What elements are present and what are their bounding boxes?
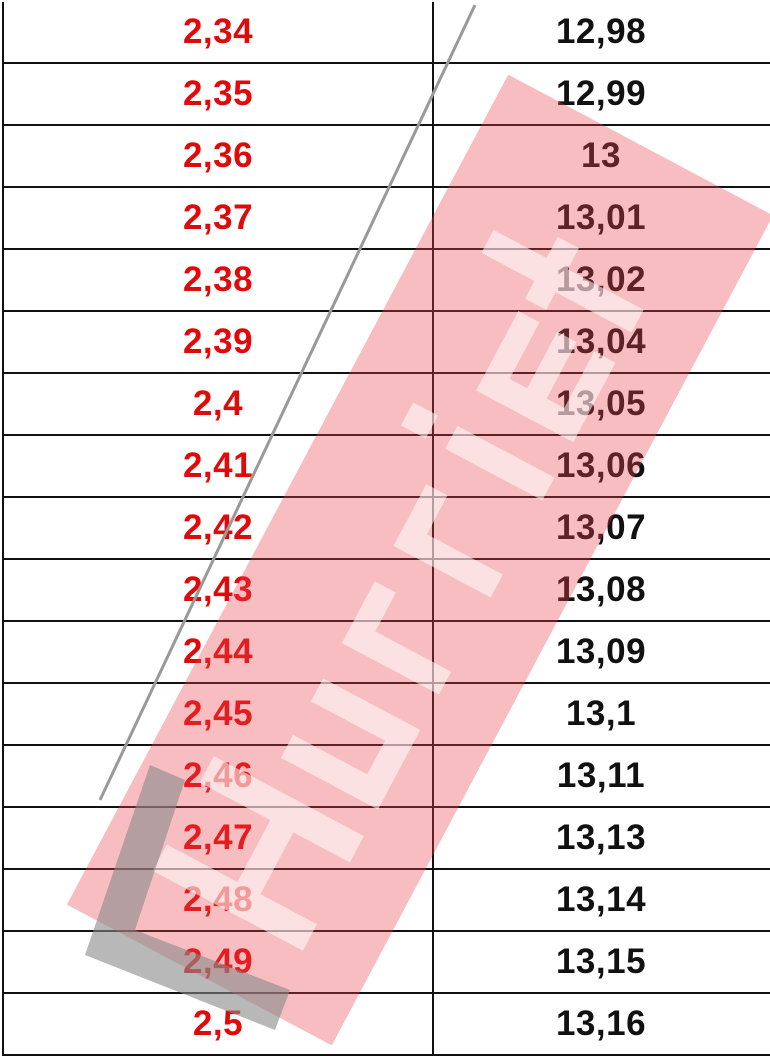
table-row: 2,48 13,14 — [2, 868, 770, 932]
left-value-cell: 2,4 — [2, 372, 434, 436]
right-value-cell: 13,15 — [432, 930, 770, 994]
right-value-cell: 13,1 — [432, 682, 770, 746]
right-value-cell: 13 — [432, 124, 770, 188]
left-value-cell: 2,43 — [2, 558, 434, 622]
table-row: 2,41 13,06 — [2, 434, 770, 498]
table-row: 2,49 13,15 — [2, 930, 770, 994]
right-value-cell: 13,07 — [432, 496, 770, 560]
right-value-cell: 13,14 — [432, 868, 770, 932]
left-value-cell: 2,44 — [2, 620, 434, 684]
table-row: 2,44 13,09 — [2, 620, 770, 684]
table-row: 2,4 13,05 — [2, 372, 770, 436]
left-value-cell: 2,34 — [2, 2, 434, 64]
table-row: 2,5 13,16 — [2, 992, 770, 1056]
right-value-cell: 13,05 — [432, 372, 770, 436]
table-row: 2,35 12,99 — [2, 62, 770, 126]
right-value-cell: 13,09 — [432, 620, 770, 684]
left-value-cell: 2,5 — [2, 992, 434, 1056]
table-row: 2,36 13 — [2, 124, 770, 188]
left-value-cell: 2,48 — [2, 868, 434, 932]
right-value-cell: 13,13 — [432, 806, 770, 870]
left-value-cell: 2,36 — [2, 124, 434, 188]
right-value-cell: 13,11 — [432, 744, 770, 808]
table-row: 2,47 13,13 — [2, 806, 770, 870]
table-row: 2,45 13,1 — [2, 682, 770, 746]
table-row: 2,46 13,11 — [2, 744, 770, 808]
left-value-cell: 2,35 — [2, 62, 434, 126]
right-value-cell: 12,98 — [432, 2, 770, 64]
left-value-cell: 2,42 — [2, 496, 434, 560]
table-row: 2,37 13,01 — [2, 186, 770, 250]
table-row: 2,38 13,02 — [2, 248, 770, 312]
right-value-cell: 13,06 — [432, 434, 770, 498]
left-value-cell: 2,37 — [2, 186, 434, 250]
left-value-cell: 2,45 — [2, 682, 434, 746]
left-value-cell: 2,38 — [2, 248, 434, 312]
left-value-cell: 2,41 — [2, 434, 434, 498]
table-row: 2,34 12,98 — [2, 2, 770, 64]
table-row: 2,39 13,04 — [2, 310, 770, 374]
left-value-cell: 2,49 — [2, 930, 434, 994]
right-value-cell: 13,01 — [432, 186, 770, 250]
right-value-cell: 12,99 — [432, 62, 770, 126]
left-value-cell: 2,47 — [2, 806, 434, 870]
right-value-cell: 13,02 — [432, 248, 770, 312]
right-value-cell: 13,16 — [432, 992, 770, 1056]
right-value-cell: 13,04 — [432, 310, 770, 374]
left-value-cell: 2,46 — [2, 744, 434, 808]
table-row: 2,43 13,08 — [2, 558, 770, 622]
right-value-cell: 13,08 — [432, 558, 770, 622]
left-value-cell: 2,39 — [2, 310, 434, 374]
table-row: 2,42 13,07 — [2, 496, 770, 560]
